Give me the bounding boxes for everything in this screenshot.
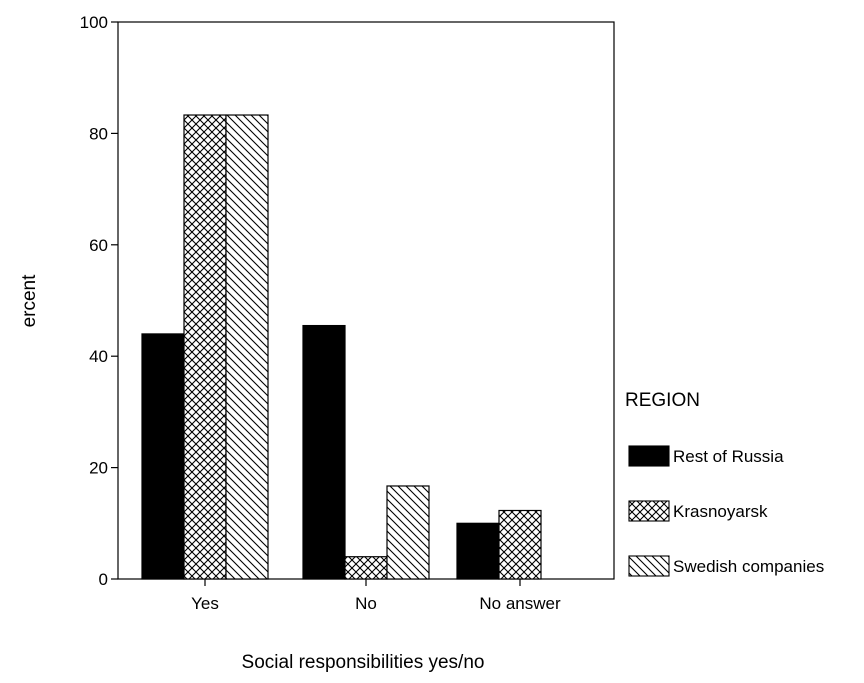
legend-label: Krasnoyarsk [673, 502, 768, 521]
bar-krasnoyarsk [498, 509, 542, 580]
y-tick-label: 60 [89, 236, 108, 255]
y-tick-label: 40 [89, 347, 108, 366]
bar-rest-of-russia [302, 324, 346, 580]
x-axis-title: Social responsibilities yes/no [242, 652, 485, 673]
bar-krasnoyarsk [183, 114, 227, 580]
y-tick-label: 80 [89, 124, 108, 143]
x-axis: Yes No No answer [191, 579, 561, 613]
x-tick-label: Yes [191, 594, 219, 613]
x-tick-label: No answer [479, 594, 561, 613]
legend-swatch [628, 500, 670, 522]
x-tick-label: No [355, 594, 377, 613]
legend: REGION Rest of Russia Krasnoyarsk Swedish … [625, 390, 824, 577]
bar-krasnoyarsk [344, 556, 388, 580]
legend-title: REGION [625, 390, 700, 411]
bar-swedish-companies [386, 485, 430, 580]
y-tick-label: 20 [89, 459, 108, 478]
bar-rest-of-russia [141, 333, 185, 580]
y-axis: 0 20 40 60 80 100 [80, 13, 118, 589]
bar-swedish-companies [225, 114, 269, 580]
bars [141, 114, 542, 580]
legend-swatch [628, 445, 670, 467]
y-axis-title: ercent [19, 274, 40, 328]
bar-rest-of-russia [456, 522, 500, 580]
legend-swatch [628, 555, 670, 577]
y-tick-label: 100 [80, 13, 108, 32]
legend-label: Rest of Russia [673, 447, 784, 466]
y-tick-label: 0 [99, 570, 108, 589]
legend-label: Swedish companies [673, 557, 824, 576]
